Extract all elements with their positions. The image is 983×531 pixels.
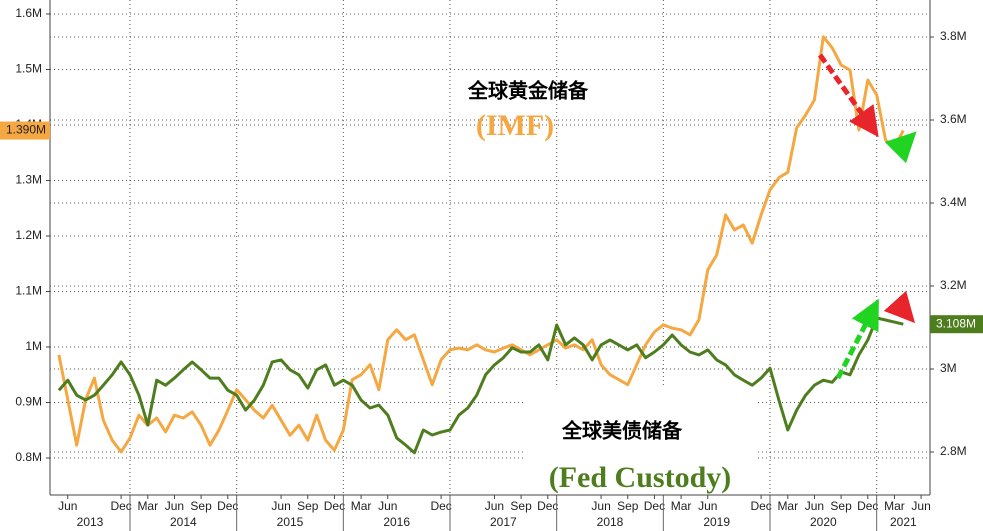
- x-tick-label: Jun: [591, 499, 610, 513]
- y-tick-label: 1M: [25, 339, 42, 353]
- annotation: (IMF): [476, 109, 554, 142]
- y-tick-label: 1.2M: [15, 228, 42, 242]
- arrows: [817, 53, 917, 380]
- x-tick-label: Sep: [510, 499, 532, 513]
- arrow: [883, 290, 916, 324]
- y2-tick-label: 3.6M: [940, 112, 967, 126]
- x-tick-label: Jun: [698, 499, 717, 513]
- arrow: [817, 53, 879, 138]
- y-tick-label: 1.1M: [15, 284, 42, 298]
- series-line: [57, 316, 904, 455]
- x-tick-label: Sep: [617, 499, 639, 513]
- x-tick-label: Sep: [297, 499, 319, 513]
- year-label: 2021: [890, 515, 917, 529]
- y2-tick-label: 3.4M: [940, 195, 967, 209]
- last-value-tag: [0, 121, 50, 140]
- year-label: 2020: [810, 515, 837, 529]
- x-tick-label: Jun: [911, 499, 930, 513]
- year-label: 2015: [277, 515, 304, 529]
- x-tick-label: Dec: [110, 499, 131, 513]
- y2-tick-label: 3.8M: [940, 29, 967, 43]
- y-tick-label: 1.6M: [15, 6, 42, 20]
- x-tick-label: Jun: [58, 499, 77, 513]
- x-tick-label: Dec: [430, 499, 451, 513]
- x-tick-label: Dec: [644, 499, 665, 513]
- x-tick-label: Jun: [485, 499, 504, 513]
- year-label: 2018: [597, 515, 624, 529]
- plot: [57, 35, 905, 455]
- x-tick-label: Sep: [830, 499, 852, 513]
- annotation: 全球黄金储备: [467, 79, 589, 103]
- y-tick-label: 1.3M: [15, 173, 42, 187]
- grid: [50, 0, 930, 495]
- y-tick-label: 1.5M: [15, 62, 42, 76]
- x-tick-label: Jun: [805, 499, 824, 513]
- x-tick-label: Dec: [857, 499, 878, 513]
- year-label: 2019: [703, 515, 730, 529]
- arrow: [884, 131, 917, 164]
- series-line: [57, 35, 905, 454]
- annotation-background: [525, 388, 755, 494]
- x-tick-label: Dec: [217, 499, 238, 513]
- x-tick-label: Jun: [165, 499, 184, 513]
- x-tick-label: Mar: [351, 499, 372, 513]
- y2-tick-label: 2.8M: [940, 444, 967, 458]
- y2-tick-label: 3M: [940, 361, 957, 375]
- x-tick-label: Mar: [137, 499, 158, 513]
- annotation: (Fed Custody): [549, 461, 732, 494]
- x-tick-label: Mar: [671, 499, 692, 513]
- y2-tick-label: 3.2M: [940, 278, 967, 292]
- y-tick-label: 0.8M: [15, 450, 42, 464]
- last-value-label: 1.390M: [6, 123, 46, 137]
- year-label: 2014: [170, 515, 197, 529]
- year-label: 2016: [383, 515, 410, 529]
- x-tick-label: Mar: [777, 499, 798, 513]
- x-tick-label: Dec: [750, 499, 771, 513]
- y-tick-label: 0.9M: [15, 395, 42, 409]
- x-tick-label: Sep: [190, 499, 212, 513]
- annotation: 全球美债储备: [561, 419, 683, 443]
- x-tick-label: Dec: [537, 499, 558, 513]
- year-label: 2013: [77, 515, 104, 529]
- x-tick-label: Jun: [378, 499, 397, 513]
- last-value-tag: [930, 315, 983, 334]
- arrow: [835, 298, 879, 380]
- last-value-label: 3.108M: [936, 316, 976, 330]
- x-tick-label: Dec: [324, 499, 345, 513]
- year-label: 2017: [490, 515, 517, 529]
- x-tick-label: Mar: [884, 499, 905, 513]
- x-tick-label: Jun: [271, 499, 290, 513]
